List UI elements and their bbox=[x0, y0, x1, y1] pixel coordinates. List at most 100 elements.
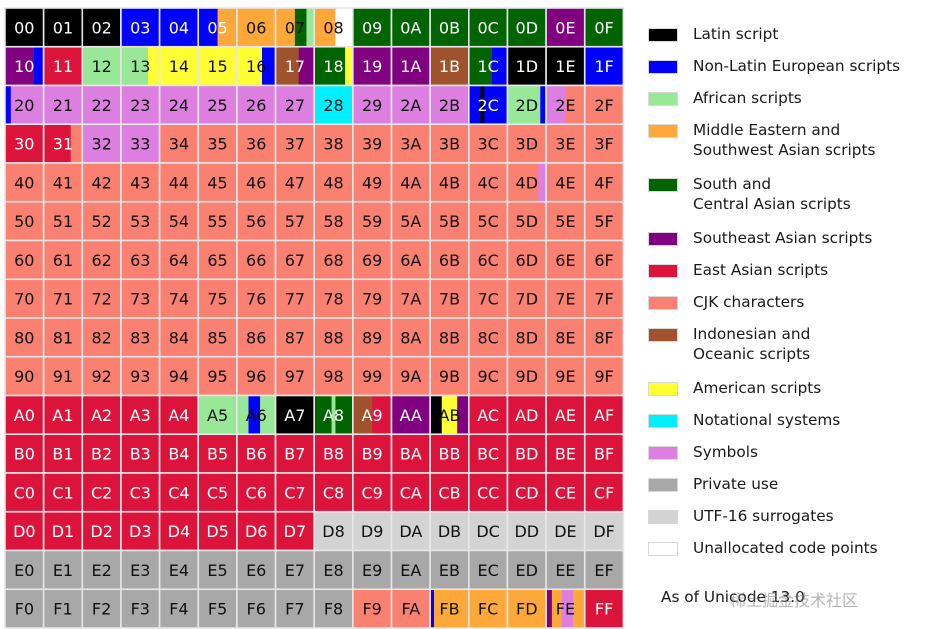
grid-cell: D3 bbox=[120, 510, 161, 552]
cell-label: 1A bbox=[400, 57, 421, 76]
legend-swatch bbox=[648, 382, 678, 396]
cell-label: C7 bbox=[284, 483, 305, 502]
grid-cell: F4 bbox=[158, 588, 200, 629]
cell-band bbox=[468, 318, 508, 357]
grid-cell: 82 bbox=[81, 317, 122, 358]
cell-band bbox=[82, 8, 122, 47]
cell-band bbox=[584, 124, 624, 163]
legend-swatch bbox=[648, 328, 678, 342]
cell-band bbox=[352, 434, 392, 473]
grid-cell: 90 bbox=[4, 355, 45, 397]
cell-label: 7F bbox=[594, 290, 613, 309]
grid-cell: 73 bbox=[120, 278, 161, 319]
cell-band bbox=[236, 473, 276, 512]
grid-cell: A5 bbox=[197, 394, 238, 436]
cell-band bbox=[5, 550, 44, 590]
grid-cell: 67 bbox=[274, 239, 315, 281]
cell-label: EC bbox=[477, 561, 498, 580]
cell-label: 74 bbox=[169, 290, 189, 309]
cell-label: 43 bbox=[130, 173, 150, 192]
cell-label: BF bbox=[594, 445, 614, 464]
grid-cell: D7 bbox=[274, 510, 315, 552]
cell-label: DF bbox=[593, 522, 615, 541]
grid-cell: 8A bbox=[390, 317, 431, 358]
cell-band bbox=[546, 279, 586, 318]
grid-cell: BB bbox=[429, 433, 470, 474]
grid-cell: E7 bbox=[274, 549, 315, 591]
cell-band bbox=[260, 395, 276, 435]
cell-band bbox=[275, 8, 296, 47]
cell-label: BC bbox=[477, 445, 499, 464]
cell-band bbox=[43, 318, 83, 357]
cell-band bbox=[5, 473, 44, 512]
grid-cell: 36 bbox=[236, 123, 277, 164]
grid-cell: 54 bbox=[158, 200, 200, 242]
cell-band bbox=[391, 279, 431, 318]
cell-label: 97 bbox=[285, 367, 305, 386]
cell-label: 19 bbox=[362, 57, 382, 76]
cell-label: CC bbox=[477, 483, 499, 502]
grid-cell: 0A bbox=[390, 7, 431, 48]
grid-cell: 4A bbox=[390, 162, 431, 203]
grid-cell: 21 bbox=[42, 84, 84, 126]
cell-label: C2 bbox=[91, 483, 112, 502]
cell-label: B0 bbox=[14, 445, 35, 464]
grid-cell: 80 bbox=[4, 317, 45, 358]
grid-cell: 3E bbox=[545, 123, 586, 164]
cell-band bbox=[120, 589, 160, 628]
cell-band bbox=[441, 395, 458, 435]
grid-cell: A6 bbox=[236, 394, 277, 436]
cell-label: 6F bbox=[594, 251, 613, 270]
grid-cell: D4 bbox=[158, 510, 200, 552]
legend-swatch bbox=[648, 232, 678, 246]
cell-band bbox=[507, 356, 547, 396]
grid-cell: 03 bbox=[120, 7, 161, 48]
cell-band bbox=[82, 279, 122, 318]
cell-band bbox=[468, 511, 508, 551]
legend-item: UTF-16 surrogates bbox=[648, 506, 834, 526]
cell-band bbox=[159, 85, 199, 125]
grid-cell: 30 bbox=[4, 123, 45, 164]
cell-label: 02 bbox=[91, 18, 111, 37]
cell-band bbox=[546, 240, 586, 280]
cell-band bbox=[507, 318, 547, 357]
grid-cell: 6A bbox=[390, 239, 431, 281]
grid-cell: BC bbox=[467, 433, 509, 474]
cell-band bbox=[198, 201, 238, 241]
cell-band bbox=[120, 8, 160, 47]
grid-cell: ED bbox=[506, 549, 547, 591]
grid-cell: 70 bbox=[4, 278, 45, 319]
cell-band bbox=[236, 434, 276, 473]
cell-label: 06 bbox=[246, 18, 266, 37]
grid-cell: D9 bbox=[352, 510, 393, 552]
cell-band bbox=[546, 318, 586, 357]
grid-cell: 11 bbox=[42, 45, 84, 87]
cell-label: 79 bbox=[362, 290, 382, 309]
cell-band bbox=[391, 550, 431, 590]
cell-band bbox=[275, 511, 315, 551]
cell-band bbox=[236, 85, 276, 125]
cell-label: 9B bbox=[439, 367, 460, 386]
cell-label: 45 bbox=[207, 173, 227, 192]
cell-label: 0D bbox=[516, 18, 539, 37]
grid-cell: 78 bbox=[313, 278, 354, 319]
cell-label: 55 bbox=[207, 212, 227, 231]
grid-cell: 5C bbox=[467, 200, 509, 242]
cell-label: 82 bbox=[91, 328, 111, 347]
cell-label: 70 bbox=[14, 290, 34, 309]
legend-item: Middle Eastern and Southwest Asian scrip… bbox=[648, 120, 875, 160]
legend-swatch bbox=[648, 178, 678, 192]
cell-band bbox=[248, 395, 261, 435]
cell-label: D7 bbox=[284, 522, 307, 541]
grid-cell: CD bbox=[506, 472, 547, 513]
grid-cell: 83 bbox=[120, 317, 161, 358]
grid-cell: E9 bbox=[352, 549, 393, 591]
legend-item: Latin script bbox=[648, 24, 778, 44]
cell-band bbox=[546, 511, 586, 551]
legend-swatch bbox=[648, 542, 678, 556]
cell-band bbox=[584, 356, 624, 396]
cell-band bbox=[584, 240, 624, 280]
grid-cell: 56 bbox=[236, 200, 277, 242]
grid-cell: 58 bbox=[313, 200, 354, 242]
cell-band bbox=[391, 85, 431, 125]
